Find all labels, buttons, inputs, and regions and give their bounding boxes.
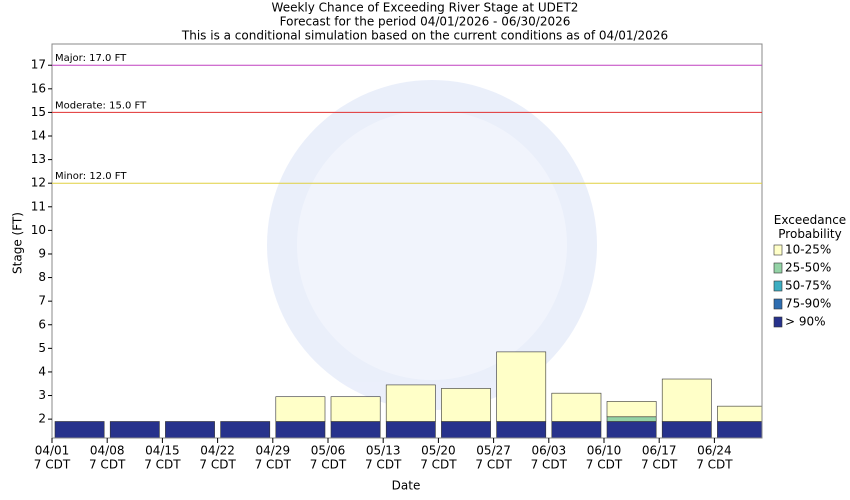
- y-tick-label: 17: [31, 58, 46, 72]
- y-tick-label: 10: [31, 223, 46, 237]
- bar-segment: [441, 388, 491, 422]
- bar-segment: [496, 351, 547, 422]
- flood-label: Minor: 12.0 FT: [55, 171, 127, 182]
- bar-segment: [551, 392, 602, 422]
- x-tick-sublabel: 7 CDT: [34, 458, 71, 472]
- x-tick-label: 04/08: [90, 444, 125, 458]
- x-tick-label: 05/13: [366, 444, 401, 458]
- watermark: [267, 80, 597, 410]
- legend-swatch: [773, 316, 783, 328]
- y-tick-label: 4: [38, 364, 46, 378]
- y-tick-label: 3: [38, 388, 46, 402]
- x-axis-label: Date: [392, 479, 421, 493]
- bar-segment: [385, 384, 436, 422]
- bar-segment: [109, 421, 160, 438]
- x-tick-label: 06/03: [532, 444, 567, 458]
- x-tick-sublabel: 7 CDT: [531, 458, 568, 472]
- x-tick-sublabel: 7 CDT: [420, 458, 457, 472]
- x-tick-label: 06/17: [642, 444, 677, 458]
- flood-label: Major: 17.0 FT: [55, 53, 127, 64]
- y-tick-label: 16: [31, 81, 46, 95]
- x-tick-sublabel: 7 CDT: [641, 458, 678, 472]
- y-axis-label: Stage (FT): [11, 212, 25, 274]
- chart-note: This is a conditional simulation based o…: [181, 29, 668, 43]
- y-tick-label: 12: [31, 176, 46, 190]
- legend-label: > 90%: [785, 315, 826, 329]
- bar-segment: [606, 416, 657, 422]
- watermark-circle: [267, 80, 597, 410]
- y-tick-label: 13: [31, 152, 46, 166]
- y-tick-label: 9: [38, 246, 46, 260]
- plot-area: [52, 44, 762, 438]
- legend-swatch: [773, 262, 783, 274]
- legend-swatch: [773, 280, 783, 292]
- legend-label: 75-90%: [785, 297, 831, 311]
- y-tick-label: 6: [38, 317, 46, 331]
- x-tick-label: 06/10: [587, 444, 622, 458]
- y-tick-label: 15: [31, 105, 46, 119]
- bars: [54, 351, 762, 438]
- bar-segment: [165, 421, 215, 438]
- x-tick-label: 04/01: [35, 444, 70, 458]
- x-tick-label: 04/29: [256, 444, 291, 458]
- watermark-inner: [297, 110, 567, 380]
- chart-subtitle: Forecast for the period 04/01/2026 - 06/…: [280, 15, 571, 29]
- x-tick-label: 05/27: [476, 444, 511, 458]
- x-tick-label: 04/22: [200, 444, 235, 458]
- legend-label: 10-25%: [785, 243, 831, 257]
- bar-segment: [220, 421, 271, 438]
- bar-segment: [54, 421, 105, 438]
- legend-label: 50-75%: [785, 279, 831, 293]
- legend-swatch: [773, 244, 783, 256]
- chart-title: Weekly Chance of Exceeding River Stage a…: [272, 1, 579, 15]
- plot-frame: [51, 43, 763, 439]
- x-tick-sublabel: 7 CDT: [199, 458, 236, 472]
- bar-segment: [606, 401, 657, 418]
- bar-segment: [330, 396, 381, 422]
- x-tick-sublabel: 7 CDT: [89, 458, 126, 472]
- x-tick-sublabel: 7 CDT: [365, 458, 402, 472]
- x-tick-sublabel: 7 CDT: [144, 458, 181, 472]
- bar-segment: [717, 405, 762, 422]
- x-tick-label: 05/06: [311, 444, 346, 458]
- legend-swatch: [773, 298, 783, 310]
- y-tick-label: 7: [38, 294, 46, 308]
- x-tick-sublabel: 7 CDT: [475, 458, 512, 472]
- x-tick-label: 06/24: [697, 444, 732, 458]
- y-tick-label: 5: [38, 341, 46, 355]
- bar-segment: [661, 378, 712, 422]
- x-tick-sublabel: 7 CDT: [696, 458, 733, 472]
- x-tick-sublabel: 7 CDT: [310, 458, 347, 472]
- x-tick-label: 05/20: [421, 444, 456, 458]
- y-tick-label: 14: [31, 129, 46, 143]
- x-tick-sublabel: 7 CDT: [255, 458, 292, 472]
- y-tick-label: 2: [38, 412, 46, 426]
- bar-segment: [275, 396, 326, 422]
- flood-label: Moderate: 15.0 FT: [55, 100, 147, 111]
- x-tick-label: 04/15: [145, 444, 180, 458]
- legend-title: Exceedance Probability: [774, 213, 846, 241]
- x-tick-sublabel: 7 CDT: [586, 458, 623, 472]
- y-tick-label: 8: [38, 270, 46, 284]
- legend-label: 25-50%: [785, 261, 831, 275]
- y-tick-label: 11: [31, 199, 46, 213]
